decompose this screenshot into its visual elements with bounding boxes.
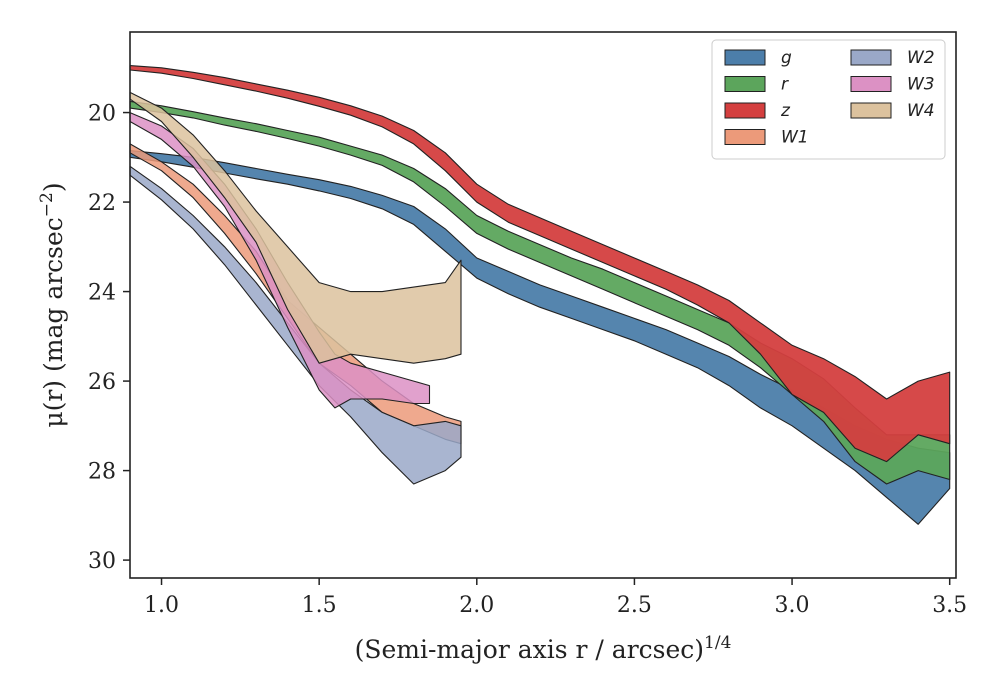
- legend-label-w2: W2: [907, 48, 935, 68]
- x-axis-title-exponent: 1/4: [704, 633, 731, 653]
- legend-label-w4: W4: [907, 101, 935, 121]
- y-axis-title-tail: ): [39, 182, 68, 192]
- series-band-z: [129, 65, 951, 463]
- y-tick-label: 20: [88, 102, 116, 127]
- x-tick-label: 1.5: [302, 593, 337, 618]
- legend-swatch-g: [724, 49, 766, 66]
- series-band-g: [129, 150, 951, 525]
- legend-swatch-r: [724, 76, 766, 92]
- x-tick-label: 1.0: [144, 593, 179, 618]
- y-tick-label: 24: [88, 281, 116, 306]
- y-tick-label: 26: [88, 370, 116, 395]
- legend-swatch-z: [724, 102, 766, 119]
- y-tick-label: 28: [88, 460, 116, 485]
- y-axis-title-exponent: −2: [37, 192, 57, 217]
- y-tick-label: 30: [88, 549, 116, 574]
- legend: grz W1 W2 W3 W4: [711, 39, 946, 160]
- x-tick-label: 3.0: [775, 593, 810, 618]
- legend-swatch-w3: [850, 76, 892, 92]
- x-tick-label: 2.0: [459, 593, 494, 618]
- y-axis-title-main: μ(r) (mag arcsec: [39, 217, 68, 427]
- legend-frame: [711, 39, 946, 160]
- series-bands: [129, 65, 951, 525]
- legend-swatch-w1: [724, 129, 766, 145]
- legend-label-w1: W1: [781, 128, 809, 148]
- legend-label-r: r: [781, 75, 789, 95]
- y-tick-label: 22: [88, 191, 116, 216]
- series-band-w4: [129, 91, 462, 364]
- x-axis-title-main: (Semi-major axis r / arcsec): [355, 635, 704, 664]
- x-axis-title: (Semi-major axis r / arcsec)1/4: [355, 633, 732, 664]
- legend-swatch-w4: [850, 102, 892, 119]
- y-axis-title: μ(r) (mag arcsec−2): [37, 182, 68, 427]
- y-axis: 20 22 24 26 28 30: [88, 102, 130, 574]
- legend-label-g: g: [781, 48, 792, 68]
- x-axis: 1.0 1.5 2.0 2.5 3.0 3.5: [144, 578, 967, 618]
- legend-label-w3: W3: [907, 75, 935, 95]
- legend-label-z: z: [780, 101, 791, 121]
- series-band-w2: [129, 165, 462, 485]
- plot-frame: [129, 31, 957, 579]
- x-tick-label: 3.5: [932, 593, 967, 618]
- legend-swatch-w2: [850, 49, 892, 66]
- x-tick-label: 2.5: [617, 593, 652, 618]
